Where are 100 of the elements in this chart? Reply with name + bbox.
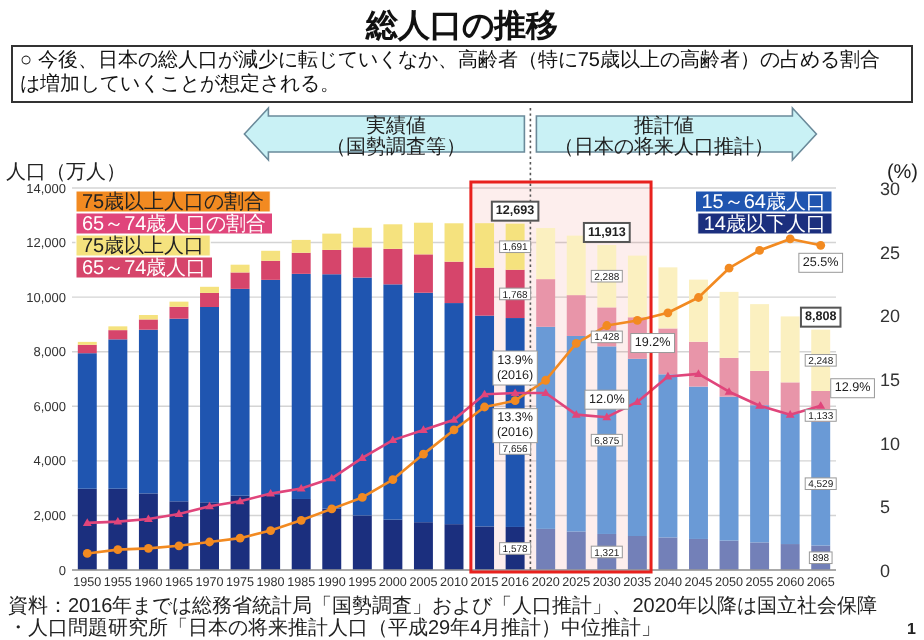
point: [632, 316, 642, 325]
point: [388, 475, 398, 484]
bar: [383, 519, 403, 570]
bar: [750, 542, 770, 570]
y2-tick-label: 5: [880, 497, 891, 518]
point: [480, 402, 489, 412]
point: [755, 401, 764, 409]
point: [113, 517, 123, 525]
point: [449, 425, 459, 435]
y2-tick-label: 15: [880, 370, 901, 390]
bar: [261, 279, 281, 495]
series-name: 65～74歳人口の割合: [75, 212, 273, 237]
bar: [352, 247, 372, 278]
bar: [383, 248, 403, 285]
bar: [444, 223, 464, 262]
point: [235, 533, 245, 543]
bar: [291, 273, 311, 499]
point: [571, 410, 581, 418]
bar: [169, 301, 189, 307]
bar: [352, 515, 372, 570]
bar: [200, 306, 219, 503]
bar: [261, 250, 281, 261]
arrow-projection: 推計値（日本の将来人口推計）: [535, 105, 818, 163]
series-name: 14歳以下人口: [697, 212, 833, 237]
bar: [108, 330, 128, 340]
point: [571, 338, 581, 348]
bar: [689, 279, 708, 342]
bar: [230, 288, 250, 496]
point: [541, 375, 551, 385]
chart-subtitle: ○ 今後、日本の総人口が減少に転じていくなか、高齢者（特に75歳以上の高齢者）の占める割合は増加していくことが想定される。: [20, 48, 880, 96]
bar: [780, 544, 800, 570]
series-name: 75歳以上人口: [75, 234, 211, 259]
bar: [750, 304, 770, 371]
bar: [566, 235, 586, 296]
y2-tick-label: 30: [880, 179, 901, 199]
point: [602, 412, 612, 421]
y2-axis-title: (%): [886, 162, 918, 184]
bar: [261, 494, 281, 570]
bar: [138, 319, 158, 330]
point: [755, 245, 764, 255]
point: [419, 449, 428, 459]
bar: [475, 526, 495, 570]
bar: [627, 358, 647, 536]
text: 資料：2016年までは総務省統計局「国勢調査」および「人口推計」、2020年以降は国立社会保障・人口問題研究所「日本の将来推計人口（平成29年4月推計）中位推計」: [8, 594, 877, 640]
point: [510, 388, 520, 397]
point: [144, 543, 153, 553]
bar: [719, 291, 739, 358]
y2-tick-label: 25: [880, 242, 901, 263]
y2-tick-label: 10: [880, 433, 901, 454]
bar: [200, 286, 219, 293]
point: [327, 504, 337, 514]
bar: [750, 405, 770, 543]
y-axis-title: 人口（万人）: [6, 162, 126, 184]
bar: [658, 267, 678, 329]
bar: [291, 239, 311, 253]
point: [357, 493, 367, 502]
y2-tick-label: 20: [880, 306, 901, 327]
point: [174, 541, 184, 551]
bar: [352, 227, 372, 248]
bar: [719, 396, 739, 541]
point: [480, 389, 489, 398]
bar: [322, 249, 342, 275]
bar: [780, 316, 800, 383]
point: [174, 509, 184, 517]
point: [785, 410, 795, 418]
point: [694, 293, 703, 302]
point: [82, 549, 92, 558]
point: [694, 369, 703, 377]
bar: [444, 524, 464, 570]
bar: [566, 335, 586, 532]
series-name: 15～64歳人口: [695, 190, 833, 215]
bar: [627, 255, 647, 318]
bar: [77, 344, 97, 354]
point: [388, 435, 398, 444]
bar: [138, 329, 158, 494]
bar: [200, 292, 219, 307]
bar: [780, 382, 800, 414]
bar: [413, 522, 433, 570]
point: [205, 537, 214, 547]
arrow-actual: 実績値（国勢調査等）: [243, 105, 526, 163]
bar: [536, 326, 556, 529]
point: [296, 515, 306, 525]
bar: [658, 537, 678, 570]
bar: [627, 536, 647, 570]
point: [144, 514, 153, 523]
point: [266, 526, 276, 535]
point: [785, 234, 795, 244]
bar: [719, 540, 739, 570]
bar: [413, 222, 433, 255]
bar: [689, 386, 708, 539]
series-label: 65～74歳人口: [82, 256, 207, 281]
bar: [566, 295, 586, 336]
bar: [291, 498, 311, 570]
bar: [230, 272, 250, 289]
bar: [261, 260, 281, 280]
chart-title: 総人口の推移: [364, 8, 558, 44]
bar: [169, 306, 189, 319]
bar: [322, 508, 342, 570]
point: [510, 396, 520, 406]
point: [296, 483, 306, 492]
